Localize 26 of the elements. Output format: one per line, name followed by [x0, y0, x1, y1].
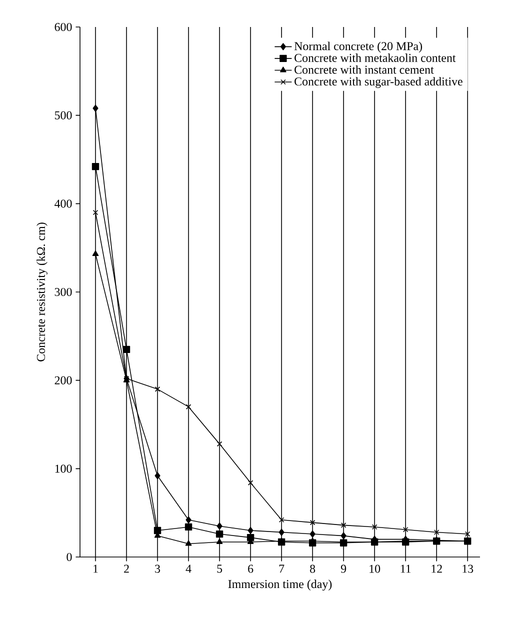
y-tick-label: 200 — [54, 376, 72, 384]
x-axis-title: Immersion time (day) — [228, 580, 332, 591]
legend-label: Normal concrete (20 MPa) — [294, 42, 422, 53]
x-tick-label: 3 — [155, 564, 160, 573]
x-tick-label: 4 — [186, 564, 192, 573]
y-tick-label: 500 — [54, 111, 72, 120]
x-tick-label: 7 — [279, 564, 284, 573]
x-tick-label: 10 — [370, 564, 380, 573]
y-tick-label: 400 — [54, 200, 72, 208]
x-tick-label: 2 — [124, 564, 129, 573]
x-tick-label: 8 — [310, 564, 316, 573]
x-tick-label: 1 — [94, 564, 98, 573]
legend-label: Concrete with metakaolin content — [294, 54, 456, 62]
legend-label: Concrete with sugar-based additive — [294, 77, 462, 88]
x-tick-label: 11 — [400, 564, 411, 573]
x-tick-label: 13 — [462, 564, 474, 573]
y-tick-label: 0 — [66, 552, 72, 562]
y-axis-title: Concrete resistivity (kΩ. cm) — [36, 222, 48, 362]
x-tick-label: 12 — [432, 564, 442, 573]
x-tick-label: 5 — [217, 564, 222, 573]
x-tick-label: 9 — [340, 564, 346, 573]
y-tick-label: 100 — [55, 464, 72, 473]
y-tick-label: 600 — [54, 22, 72, 32]
x-tick-label: 6 — [248, 564, 254, 573]
y-tick-label: 300 — [54, 288, 72, 296]
legend-label: Concrete with instant cement — [294, 65, 434, 74]
